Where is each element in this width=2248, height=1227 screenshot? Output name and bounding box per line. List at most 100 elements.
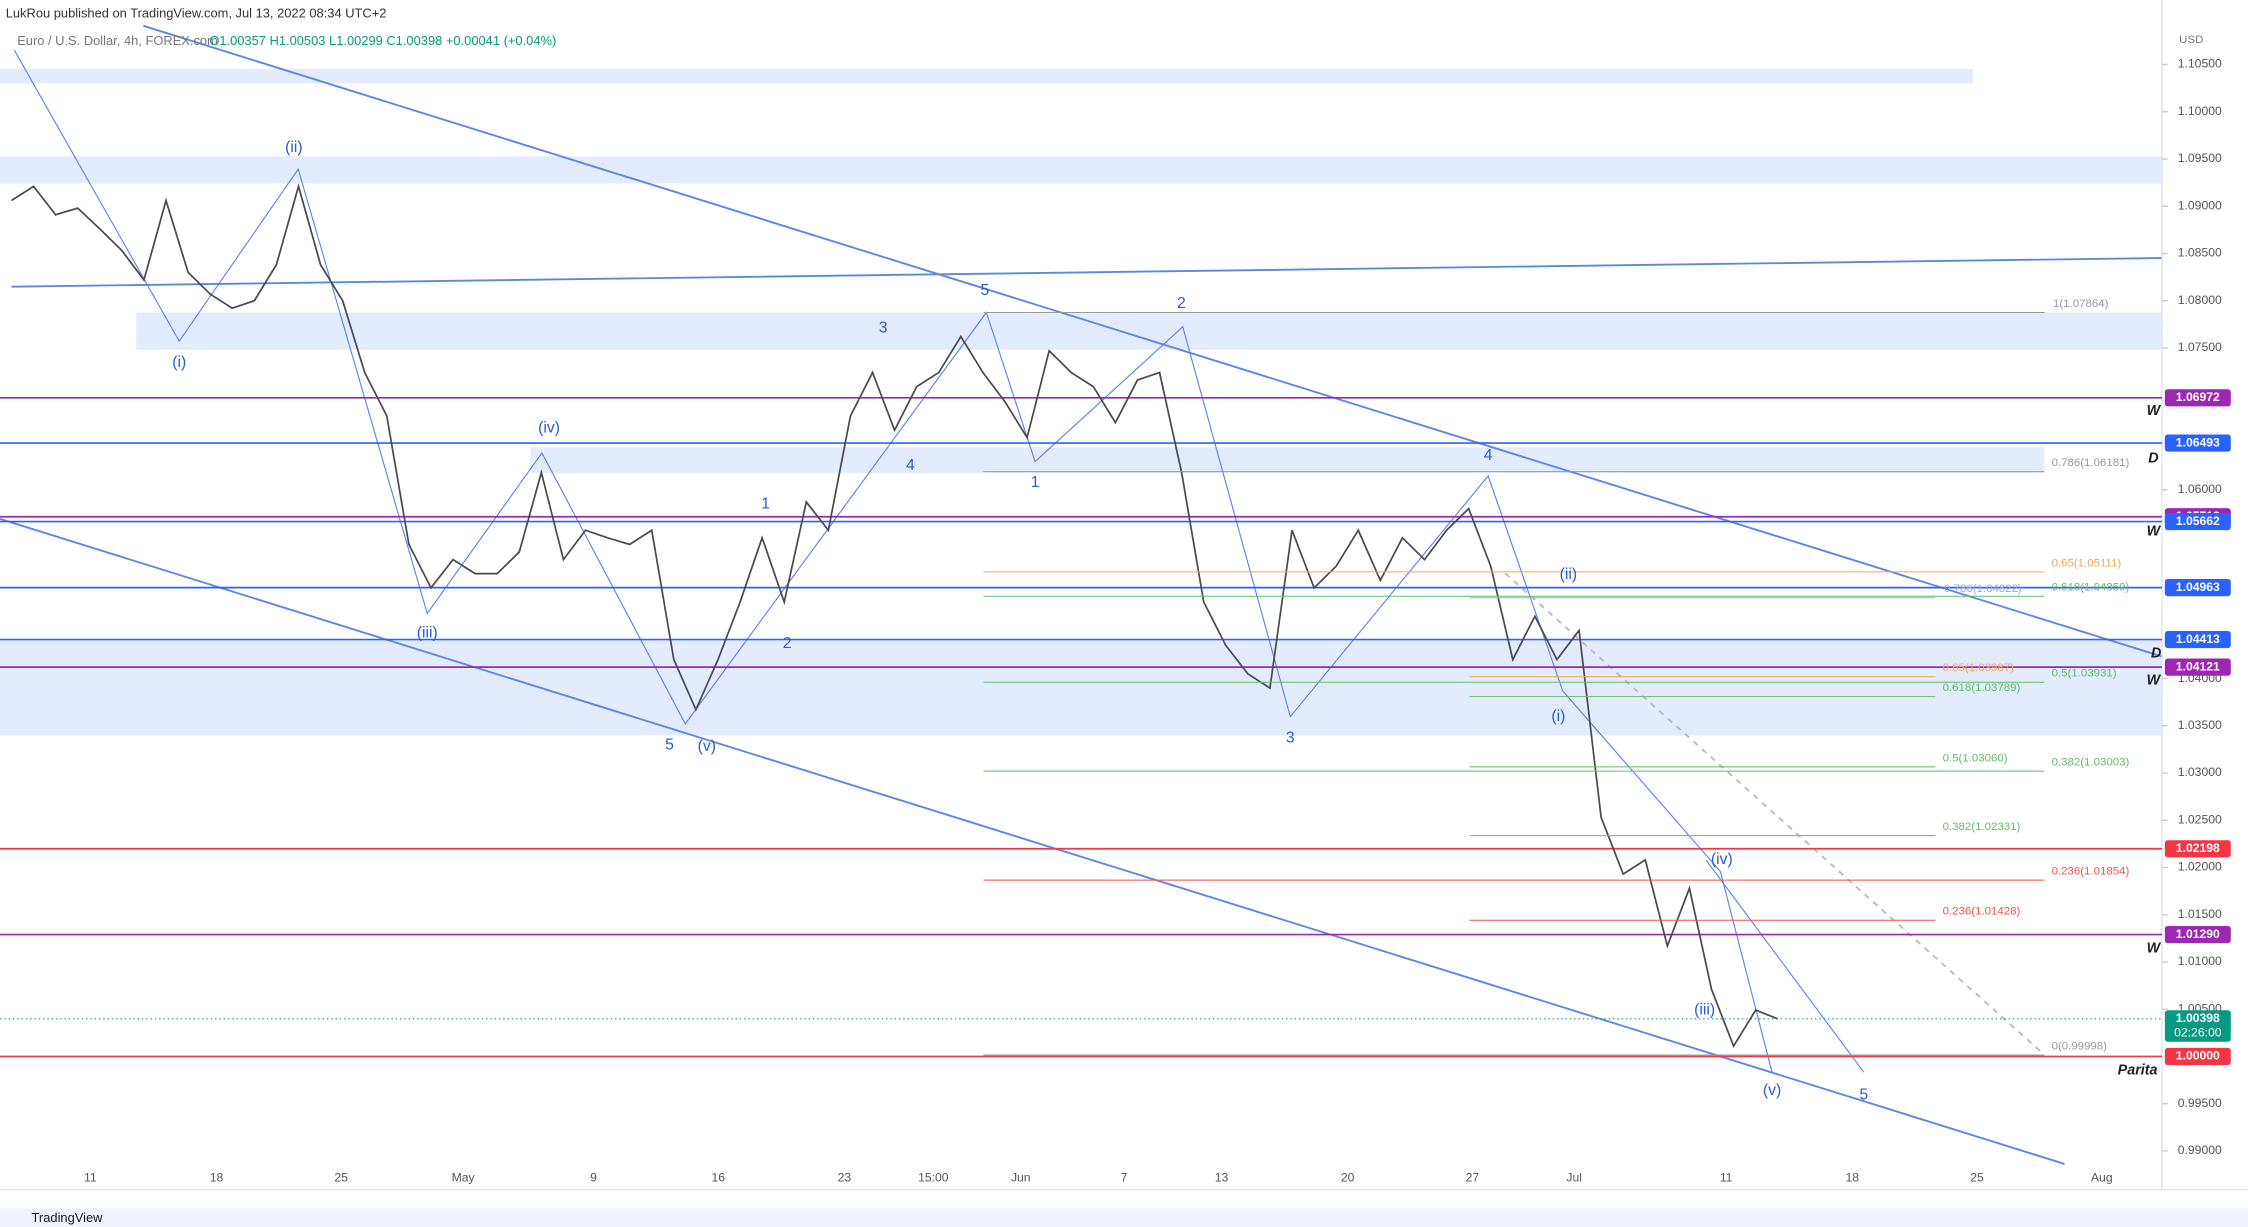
y-tick-label: 1.01500 — [2178, 907, 2222, 921]
price-tag-label: 1.04963 — [2176, 580, 2220, 594]
trendline — [1504, 572, 2044, 1055]
wave-label: (i) — [1551, 708, 1565, 725]
x-tick-label: May — [452, 1170, 476, 1184]
x-tick-label: 18 — [1846, 1170, 1860, 1184]
x-tick-label: 9 — [590, 1170, 597, 1184]
price-tag — [2164, 925, 2231, 944]
fib-label: 0.382(1.03003) — [2052, 757, 2130, 769]
zone — [0, 640, 2162, 736]
publisher: LukRou published on TradingView.com, Jul… — [6, 6, 387, 21]
zones — [0, 68, 2162, 736]
y-tick-label: 0.99500 — [2178, 1096, 2222, 1110]
y-tick-label: 0.99000 — [2178, 1143, 2222, 1157]
y-tick-label: 1.10500 — [2178, 57, 2222, 71]
side-label: W — [2147, 673, 2162, 689]
wave-label: (v) — [698, 738, 716, 755]
price-tag — [2164, 578, 2231, 597]
price-tag-label: 1.01290 — [2176, 927, 2220, 941]
price-tag — [2164, 630, 2231, 649]
x-tick-label: 15:00 — [918, 1170, 949, 1184]
price-tag-label: 1.02198 — [2176, 841, 2220, 855]
y-tick-label: 1.02500 — [2178, 812, 2222, 826]
y-tick-label: 1.02000 — [2178, 860, 2222, 874]
price-tag — [2164, 1010, 2231, 1042]
wave-label: (i) — [172, 354, 186, 371]
y-tick-label: 1.09500 — [2178, 151, 2222, 165]
footer[interactable]: TradingView — [32, 1210, 104, 1225]
side-label: D — [2148, 450, 2158, 466]
price-tag-label: 1.00398 — [2176, 1011, 2220, 1025]
side-label: W — [2147, 403, 2162, 419]
price-tag — [2164, 658, 2231, 676]
price-tag — [2164, 840, 2231, 858]
y-tick-label: 1.03000 — [2178, 765, 2222, 779]
price-tag — [2164, 512, 2231, 531]
y-tick-label: 1.08000 — [2178, 293, 2222, 307]
fib-label: 0.236(1.01428) — [1943, 906, 2021, 918]
price-tag — [2164, 389, 2231, 407]
fib-label: 0.5(1.03931) — [2052, 668, 2117, 680]
wave-label: 2 — [783, 635, 792, 652]
y-tick-label: 1.07500 — [2178, 340, 2222, 354]
wave-label: 2 — [1177, 295, 1186, 312]
fib-label: 0.786(1.04822) — [1944, 583, 2022, 595]
trendline — [143, 24, 2163, 658]
wave-label: 1 — [1031, 474, 1040, 491]
wave-label: (iv) — [538, 420, 560, 437]
zone — [0, 156, 2162, 184]
side-label: Parita — [2118, 1063, 2158, 1079]
x-tick-label: 27 — [1466, 1170, 1480, 1184]
wave-label: 4 — [906, 457, 915, 474]
wave-label: (iii) — [1694, 1002, 1715, 1019]
y-tick-label: 1.06000 — [2178, 482, 2222, 496]
x-tick-label: 11 — [1720, 1170, 1733, 1184]
ohlc: O1.00357 H1.00503 L1.00299 C1.00398 +0.0… — [209, 33, 556, 48]
price-line — [11, 183, 1779, 1049]
fib-label: 0(0.99998) — [2052, 1040, 2108, 1052]
symbol: Euro / U.S. Dollar, 4h, FOREX.com — [17, 33, 218, 48]
wave-label: 1 — [761, 496, 770, 513]
fib-label: 0.5(1.03060) — [1943, 752, 2008, 764]
x-tick-label: Jun — [1011, 1170, 1031, 1184]
y-tick-label: 1.03500 — [2178, 718, 2222, 732]
x-tick-label: 25 — [334, 1170, 348, 1184]
trendline — [1705, 859, 1865, 1073]
fib-label: 0.236(1.01854) — [2052, 866, 2130, 878]
y-tick-label: 1.10000 — [2178, 104, 2222, 118]
wave-label: (iv) — [1711, 851, 1733, 868]
zone — [0, 68, 1973, 84]
x-tick-label: 23 — [838, 1170, 852, 1184]
wave-label: (v) — [1763, 1082, 1781, 1099]
wave-label: (iii) — [417, 625, 438, 642]
zone — [136, 312, 2162, 350]
x-tick-label: 20 — [1341, 1170, 1355, 1184]
zone — [530, 447, 2045, 474]
price-tag-label: 1.04121 — [2176, 659, 2220, 673]
wave-label: 3 — [1286, 729, 1295, 746]
price-tag-label: 1.00000 — [2176, 1049, 2220, 1063]
wave-label: 5 — [981, 282, 990, 299]
price-tag-label: 1.06972 — [2176, 390, 2220, 404]
fib-label: 0.618(1.03789) — [1943, 682, 2021, 694]
price-tag-label: 1.06493 — [2176, 435, 2220, 449]
wave-label: (ii) — [285, 139, 303, 156]
x-tick-label: Jul — [1566, 1170, 1582, 1184]
currency: USD — [2179, 34, 2203, 46]
x-tick-label: 25 — [1970, 1170, 1984, 1184]
side-label: W — [2147, 941, 2162, 957]
wave-label: (ii) — [1560, 566, 1578, 583]
side-label: W — [2147, 524, 2162, 540]
trendline — [11, 257, 2162, 288]
price-tag — [2164, 1047, 2231, 1066]
countdown: 02:26:00 — [2174, 1025, 2222, 1039]
price-tag-label: 1.05662 — [2176, 514, 2220, 528]
wave-label: 5 — [1859, 1086, 1868, 1103]
y-tick-label: 1.09000 — [2178, 198, 2222, 212]
side-label: D — [2151, 645, 2161, 661]
fib-label: 0.618(1.04859) — [2052, 582, 2130, 594]
fib-label: 1(1.07864) — [2053, 298, 2109, 310]
x-tick-label: 16 — [711, 1170, 725, 1184]
